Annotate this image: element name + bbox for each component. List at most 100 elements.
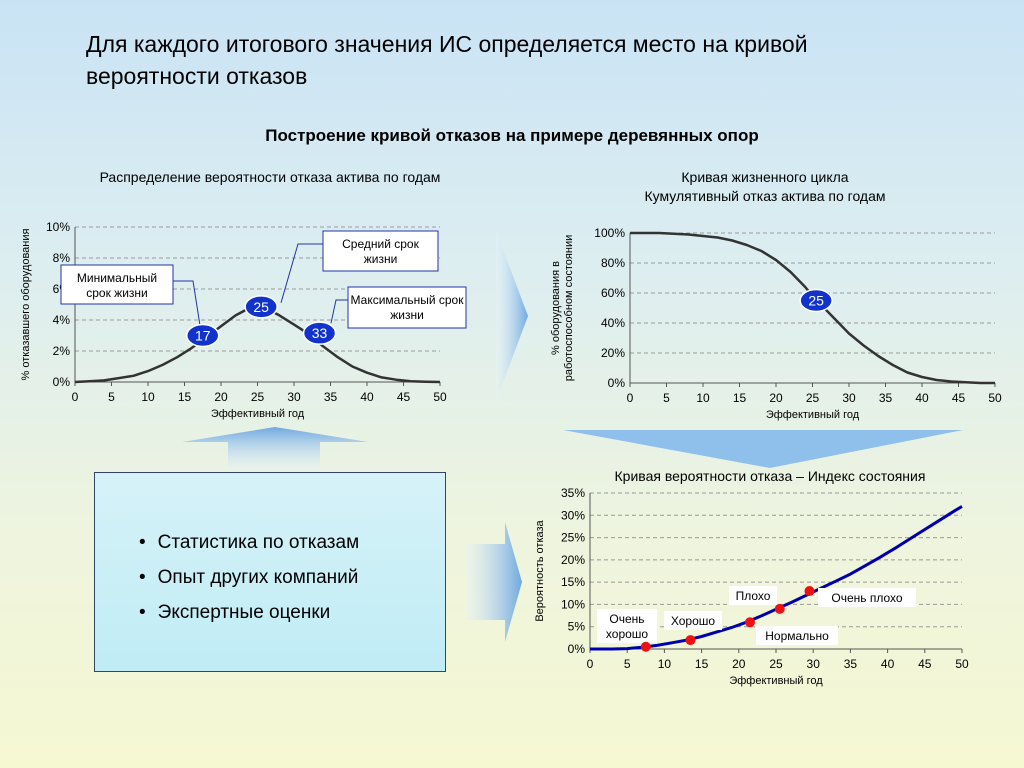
stats-item: Экспертные оценки	[139, 595, 445, 630]
x-tick-label: 30	[287, 390, 301, 404]
x-tick-label: 50	[955, 657, 969, 671]
x-tick-label: 15	[178, 390, 192, 404]
x-tick-label: 50	[433, 390, 447, 404]
condition-label-bg	[729, 586, 777, 605]
condition-label: Очень	[609, 612, 644, 626]
x-tick-label: 30	[842, 391, 856, 405]
y-tick-label: 60%	[601, 286, 625, 300]
marker-badge	[186, 323, 220, 348]
callout-text: срок жизни	[86, 286, 148, 300]
y-axis-title-line: % оборудования в	[550, 261, 562, 355]
x-tick-label: 10	[141, 390, 155, 404]
x-tick-label: 5	[108, 390, 115, 404]
callout-box	[347, 286, 467, 329]
condition-point	[804, 586, 815, 597]
y-tick-label: 15%	[561, 575, 585, 589]
callout-text: Средний срок	[342, 237, 419, 251]
condition-label-bg	[756, 626, 838, 645]
x-tick-label: 0	[627, 391, 634, 405]
arrow-right-to-chart3	[465, 522, 522, 642]
x-axis-title: Эффективный год	[766, 409, 860, 421]
condition-label-bg	[597, 609, 657, 643]
arrow-right-top	[496, 231, 528, 401]
condition-point	[640, 641, 651, 652]
y-tick-label: 80%	[601, 256, 625, 270]
x-tick-label: 5	[663, 391, 670, 405]
arrow-up-to-charts	[182, 427, 368, 470]
x-tick-label: 40	[360, 390, 374, 404]
stats-item: Опыт других компаний	[139, 560, 445, 595]
y-tick-label: 10%	[46, 220, 70, 234]
x-tick-label: 25	[806, 391, 820, 405]
x-tick-label: 20	[214, 390, 228, 404]
y-tick-label: 20%	[601, 346, 625, 360]
marker-badge	[302, 321, 337, 345]
x-tick-label: 35	[844, 657, 858, 671]
marker-label: 25	[808, 293, 824, 309]
slide-subtitle: Построение кривой отказов на примере дер…	[265, 126, 759, 145]
x-tick-label: 25	[251, 390, 265, 404]
chart3: 0% 5% 10% 15% 20% 25% 30% 35% 0 5 10 15 20 25 30 35 40 45…	[534, 486, 969, 687]
x-axis-title: Эффективный год	[211, 408, 305, 420]
y-tick-label: 100%	[594, 226, 625, 240]
x-tick-label: 40	[915, 391, 929, 405]
y-axis-title: Вероятность отказа	[534, 519, 546, 621]
y-tick-label: 25%	[561, 531, 585, 545]
marker-label: 33	[312, 325, 328, 341]
marker-label: 17	[195, 328, 211, 344]
x-tick-label: 35	[879, 391, 893, 405]
condition-label: Хорошо	[671, 614, 716, 628]
x-tick-label: 50	[988, 391, 1002, 405]
slide-title: Для каждого итогового значения ИС опреде…	[86, 31, 808, 89]
y-tick-label: 4%	[53, 313, 71, 327]
y-axis-title: % отказавшего оборудования	[20, 229, 32, 381]
condition-point	[744, 617, 755, 628]
y-tick-label: 0%	[608, 376, 626, 390]
stats-box: Статистика по отказам Опыт других компан…	[94, 472, 446, 672]
y-tick-label: 20%	[561, 553, 585, 567]
chart2-title: Кривая жизненного цикла	[681, 169, 849, 185]
x-tick-label: 15	[733, 391, 747, 405]
y-axis-title-line: работоспособном состоянии	[563, 235, 575, 381]
marker-badge	[799, 288, 833, 313]
y-tick-label: 0%	[53, 375, 71, 389]
x-tick-label: 45	[397, 390, 411, 404]
condition-label-bg	[818, 588, 916, 607]
callout-box	[322, 230, 439, 272]
x-tick-label: 25	[769, 657, 783, 671]
y-tick-label: 40%	[601, 316, 625, 330]
chart2-title-block: Кривая жизненного цикла Кумулятивный отк…	[590, 168, 940, 206]
chart1: 0%2%4%6%8%10%05101520253035404550Эффекти…	[20, 220, 467, 420]
y-tick-label: 30%	[561, 508, 585, 522]
x-tick-label: 40	[881, 657, 895, 671]
marker-label: 25	[253, 299, 269, 315]
y-tick-label: 10%	[561, 597, 585, 611]
y-tick-label: 0%	[568, 642, 586, 656]
stats-item: Статистика по отказам	[139, 525, 445, 560]
callout-text: жизни	[390, 308, 424, 322]
x-tick-label: 0	[72, 390, 79, 404]
callout-text: жизни	[364, 252, 398, 266]
y-tick-label: 35%	[561, 486, 585, 500]
condition-label: Очень плохо	[831, 591, 903, 605]
callout-box	[60, 264, 174, 305]
x-tick-label: 30	[807, 657, 821, 671]
x-tick-label: 10	[696, 391, 710, 405]
chart2-subtitle: Кумулятивный отказ актива по годам	[644, 188, 886, 204]
condition-label: Нормально	[765, 629, 829, 643]
x-tick-label: 10	[658, 657, 672, 671]
callout-text: Максимальный срок	[351, 293, 465, 307]
condition-label: Плохо	[736, 589, 771, 603]
condition-label: хорошо	[606, 627, 649, 641]
arrow-down-wide	[563, 430, 963, 468]
condition-label-bg	[664, 611, 722, 630]
x-tick-label: 20	[769, 391, 783, 405]
x-tick-label: 35	[324, 390, 338, 404]
y-tick-label: 8%	[53, 251, 71, 265]
condition-point	[685, 635, 696, 646]
x-tick-label: 0	[587, 657, 594, 671]
x-tick-label: 15	[695, 657, 709, 671]
callout-leader	[280, 243, 323, 303]
y-tick-label: 2%	[53, 344, 71, 358]
